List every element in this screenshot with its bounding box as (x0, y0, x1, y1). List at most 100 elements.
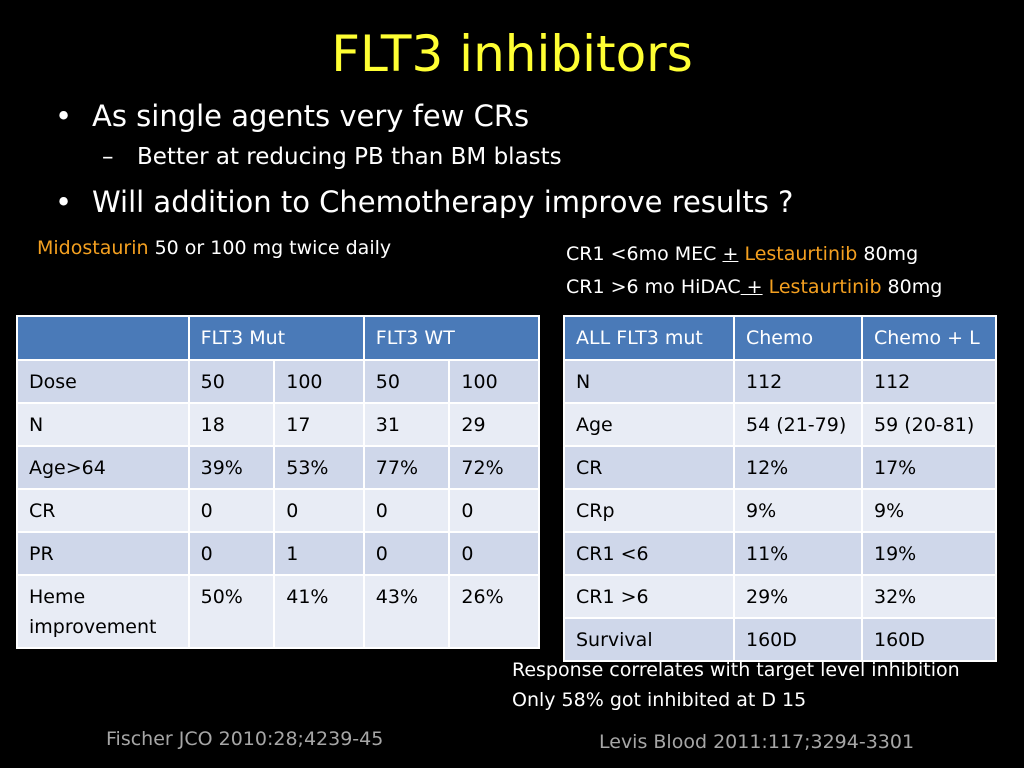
table-cell: 1 (273, 531, 365, 576)
table-cell: 17% (861, 445, 997, 490)
drug-name-lestaurtinib: Lestaurtinib (738, 243, 858, 265)
table-cell: 0 (187, 488, 276, 533)
bullet-2: • Will addition to Chemotherapy improve r… (55, 182, 793, 222)
drug-name-midostaurin: Midostaurin (37, 237, 149, 259)
table-row: Age 54 (21-79) 59 (20-81) (563, 402, 997, 447)
table-cell: 11% (733, 531, 863, 576)
table-cell: 29 (448, 402, 540, 447)
drug-name-lestaurtinib: Lestaurtinib (762, 276, 882, 298)
table-cell: 50% (187, 574, 276, 649)
line-2-prefix: CR1 >6 mo HiDAC (566, 276, 741, 298)
table-cell: 18 (187, 402, 276, 447)
table-cell: 41% (273, 574, 365, 649)
header-cell (16, 315, 190, 361)
table-cell: 31 (362, 402, 451, 447)
table-cell: 29% (733, 574, 863, 619)
table-cell: 59 (20-81) (861, 402, 997, 447)
table-cell: 9% (733, 488, 863, 533)
table-cell: 0 (187, 531, 276, 576)
table-row: CR1 >6 29% 32% (563, 574, 997, 619)
dose-text: 50 or 100 mg twice daily (148, 237, 392, 259)
table-row: CR1 <6 11% 19% (563, 531, 997, 576)
lestaurtinib-table: ALL FLT3 mut Chemo Chemo + L N 112 112 A… (563, 315, 997, 662)
table-cell: 100 (448, 359, 540, 404)
row-label: N (563, 359, 735, 404)
table-cell: 0 (448, 531, 540, 576)
table-cell: 72% (448, 445, 540, 490)
row-label: CR1 >6 (563, 574, 735, 619)
row-label: Age (563, 402, 735, 447)
table-header-row: FLT3 Mut FLT3 WT (16, 315, 541, 361)
row-label: Dose (16, 359, 190, 404)
plus-minus-sign: + (740, 276, 763, 298)
table-row: N 112 112 (563, 359, 997, 404)
table-cell: 39% (187, 445, 276, 490)
line-1-dose: 80mg (857, 243, 919, 265)
citation-fischer: Fischer JCO 2010:28;4239-45 (106, 728, 384, 750)
table-cell: 160D (861, 617, 997, 662)
table-row: N 18 17 31 29 (16, 402, 540, 447)
table-cell: 26% (448, 574, 540, 649)
response-note-2: Only 58% got inhibited at D 15 (512, 689, 807, 711)
table-cell: 19% (861, 531, 997, 576)
dash-marker: – (102, 144, 114, 170)
sub-bullet-1: – Better at reducing PB than BM blasts (102, 140, 562, 174)
table-header-row: ALL FLT3 mut Chemo Chemo + L (563, 315, 997, 361)
table-cell: 112 (733, 359, 863, 404)
midostaurin-dose-note: Midostaurin 50 or 100 mg twice daily (37, 234, 391, 262)
lestaurtinib-line-1: CR1 <6mo MEC + Lestaurtinib 80mg (566, 240, 918, 268)
table-cell: 0 (448, 488, 540, 533)
table-row: Dose 50 100 50 100 (16, 359, 540, 404)
table-cell: 9% (861, 488, 997, 533)
table-cell: 50 (187, 359, 276, 404)
bullet-2-text: Will addition to Chemotherapy improve re… (92, 185, 794, 219)
table-row: Heme improvement 50% 41% 43% 26% (16, 574, 540, 649)
header-cell: ALL FLT3 mut (563, 315, 735, 361)
lestaurtinib-line-2: CR1 >6 mo HiDAC + Lestaurtinib 80mg (566, 273, 942, 301)
citation-levis: Levis Blood 2011:117;3294-3301 (599, 731, 915, 753)
header-cell: Chemo (733, 315, 863, 361)
table-cell: 0 (362, 488, 451, 533)
table-cell: 77% (362, 445, 451, 490)
row-label: CR (16, 488, 190, 533)
table-row: Survival 160D 160D (563, 617, 997, 662)
table-cell: 112 (861, 359, 997, 404)
table-cell: 54 (21-79) (733, 402, 863, 447)
line-2-dose: 80mg (881, 276, 943, 298)
row-label: Survival (563, 617, 735, 662)
header-cell: Chemo + L (861, 315, 997, 361)
row-label: PR (16, 531, 190, 576)
table-cell: 160D (733, 617, 863, 662)
table-cell: 100 (273, 359, 365, 404)
table-cell: 17 (273, 402, 365, 447)
table-cell: 53% (273, 445, 365, 490)
header-cell: FLT3 WT (362, 315, 541, 361)
table-row: CRp 9% 9% (563, 488, 997, 533)
table-row: PR 0 1 0 0 (16, 531, 540, 576)
plus-minus-sign: + (722, 243, 739, 265)
table-cell: 0 (273, 488, 365, 533)
table-row: CR 0 0 0 0 (16, 488, 540, 533)
row-label: CR (563, 445, 735, 490)
bullet-1-text: As single agents very few CRs (92, 99, 530, 133)
table-cell: 32% (861, 574, 997, 619)
row-label: N (16, 402, 190, 447)
table-cell: 43% (362, 574, 451, 649)
row-label: CR1 <6 (563, 531, 735, 576)
table-cell: 12% (733, 445, 863, 490)
table-row: CR 12% 17% (563, 445, 997, 490)
table-cell: 50 (362, 359, 451, 404)
row-label: Age>64 (16, 445, 190, 490)
row-label: Heme improvement (16, 574, 190, 649)
bullet-marker: • (55, 99, 73, 133)
row-label: CRp (563, 488, 735, 533)
bullet-marker: • (55, 185, 73, 219)
bullet-1: • As single agents very few CRs (55, 96, 529, 136)
table-row: Age>64 39% 53% 77% 72% (16, 445, 540, 490)
response-note-1: Response correlates with target level in… (512, 659, 960, 681)
table-cell: 0 (362, 531, 451, 576)
slide-title: FLT3 inhibitors (331, 25, 693, 83)
sub-bullet-1-text: Better at reducing PB than BM blasts (137, 144, 562, 170)
midostaurin-table: FLT3 Mut FLT3 WT Dose 50 100 50 100 N 18… (16, 315, 541, 649)
header-cell: FLT3 Mut (187, 315, 365, 361)
